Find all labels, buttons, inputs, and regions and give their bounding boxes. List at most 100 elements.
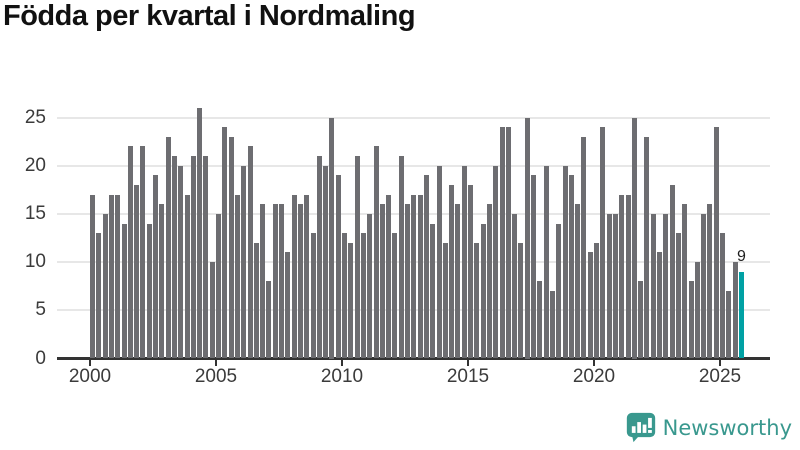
bar-2009Q2 <box>323 165 329 359</box>
bar-2016Q4 <box>512 213 518 359</box>
bar-2007Q1 <box>266 281 272 359</box>
bar-2020Q2 <box>600 127 606 359</box>
bar-2015Q2 <box>474 242 480 359</box>
bar-2017Q3 <box>531 175 536 359</box>
x-axis-tick-label: 2015 <box>446 365 490 387</box>
bar-2006Q4 <box>260 204 266 359</box>
bar-2010Q4 <box>360 233 366 359</box>
bar-2024Q2 <box>701 213 707 359</box>
bar-2009Q3 <box>329 117 335 359</box>
x-axis-tick-label: 2020 <box>572 365 616 387</box>
bar-2001Q2 <box>121 223 127 359</box>
bar-2024Q3 <box>707 204 713 359</box>
bar-2023Q2 <box>675 233 681 359</box>
bar-2002Q2 <box>146 223 152 359</box>
bar-2021Q4 <box>638 281 644 359</box>
x-axis-tick-2025 <box>719 360 721 366</box>
bar-2010Q2 <box>348 242 354 359</box>
bar-2024Q1 <box>694 262 700 359</box>
bar-2002Q3 <box>153 175 158 359</box>
bar-2025Q1 <box>720 233 725 359</box>
x-axis-tick-2015 <box>467 360 469 366</box>
y-axis-tick-label: 10 <box>24 251 46 273</box>
x-axis-tick-label: 2000 <box>68 365 112 387</box>
gridline-y25 <box>57 116 770 119</box>
bar-2005Q2 <box>222 127 228 359</box>
bar-2020Q3 <box>606 213 612 359</box>
bar-2000Q1 <box>90 194 95 359</box>
bar-2018Q1 <box>543 165 549 359</box>
x-axis-tick-2020 <box>593 360 595 366</box>
bar-2008Q4 <box>310 233 316 359</box>
bar-2005Q4 <box>234 194 240 359</box>
bar-2023Q4 <box>688 281 694 359</box>
bar-2015Q1 <box>468 184 473 359</box>
bar-2009Q1 <box>316 156 322 359</box>
bar-2002Q4 <box>159 204 165 359</box>
bar-2023Q3 <box>682 204 688 359</box>
x-axis-tick-label: 2025 <box>698 365 742 387</box>
bar-2003Q1 <box>165 136 171 359</box>
bar-2021Q2 <box>625 194 631 359</box>
highlighted-bar-value-label: 9 <box>736 247 746 265</box>
bar-2019Q2 <box>575 204 581 359</box>
bar-2001Q4 <box>134 184 140 359</box>
bar-2025Q4 <box>738 271 744 359</box>
y-axis-tick-label: 25 <box>24 106 46 128</box>
y-axis-tick-label: 20 <box>24 154 46 176</box>
bar-2010Q1 <box>342 233 347 359</box>
bar-2018Q2 <box>549 291 555 359</box>
bar-2004Q4 <box>209 262 215 359</box>
bar-2013Q3 <box>430 223 436 359</box>
bar-2019Q3 <box>581 136 587 359</box>
bar-2014Q3 <box>455 204 461 359</box>
bar-2020Q4 <box>612 213 618 359</box>
bar-2004Q1 <box>190 156 196 359</box>
bar-2025Q2 <box>726 291 732 359</box>
bar-2012Q1 <box>392 233 398 359</box>
y-axis-tick-label: 5 <box>35 299 46 321</box>
bar-2013Q4 <box>436 165 442 359</box>
bar-2016Q3 <box>505 127 511 359</box>
y-axis-tick-label: 0 <box>35 347 46 369</box>
bar-2000Q2 <box>96 233 102 359</box>
bar-2013Q1 <box>417 194 423 359</box>
bar-2014Q4 <box>461 165 467 359</box>
bar-2013Q2 <box>423 175 429 359</box>
bar-2001Q1 <box>115 194 121 359</box>
bar-2006Q1 <box>241 165 247 359</box>
bar-2014Q2 <box>449 184 455 359</box>
bar-2001Q3 <box>127 146 133 359</box>
y-axis-tick-label: 15 <box>24 202 46 224</box>
bar-2003Q4 <box>184 194 190 359</box>
bar-2011Q1 <box>367 213 373 359</box>
bar-2015Q3 <box>480 223 486 359</box>
bar-2004Q3 <box>203 156 209 359</box>
x-axis-line <box>57 357 770 360</box>
bar-2021Q1 <box>619 194 625 359</box>
bar-2022Q2 <box>650 213 656 359</box>
bar-2016Q2 <box>499 127 505 359</box>
bar-2007Q2 <box>272 204 278 359</box>
bar-2017Q2 <box>524 117 530 359</box>
bar-2025Q3 <box>732 262 738 359</box>
bar-2005Q3 <box>228 136 234 359</box>
x-axis-tick-label: 2005 <box>194 365 238 387</box>
bar-2018Q3 <box>556 223 562 359</box>
bar-2008Q1 <box>291 194 297 359</box>
newsworthy-logo-text: Newsworthy <box>662 415 792 440</box>
gridline-y20 <box>57 164 770 167</box>
bar-2000Q3 <box>102 213 108 359</box>
bar-2008Q3 <box>304 194 310 359</box>
bar-2022Q1 <box>644 136 650 359</box>
bar-2011Q4 <box>386 194 392 359</box>
bar-2009Q4 <box>335 175 341 359</box>
bar-2008Q2 <box>297 204 303 359</box>
newsworthy-logo: Newsworthy <box>626 412 792 443</box>
bar-2020Q1 <box>594 242 599 359</box>
bar-2015Q4 <box>486 204 492 359</box>
x-axis-tick-2000 <box>89 360 91 366</box>
bar-2024Q4 <box>713 127 719 359</box>
bar-2023Q1 <box>669 184 675 359</box>
